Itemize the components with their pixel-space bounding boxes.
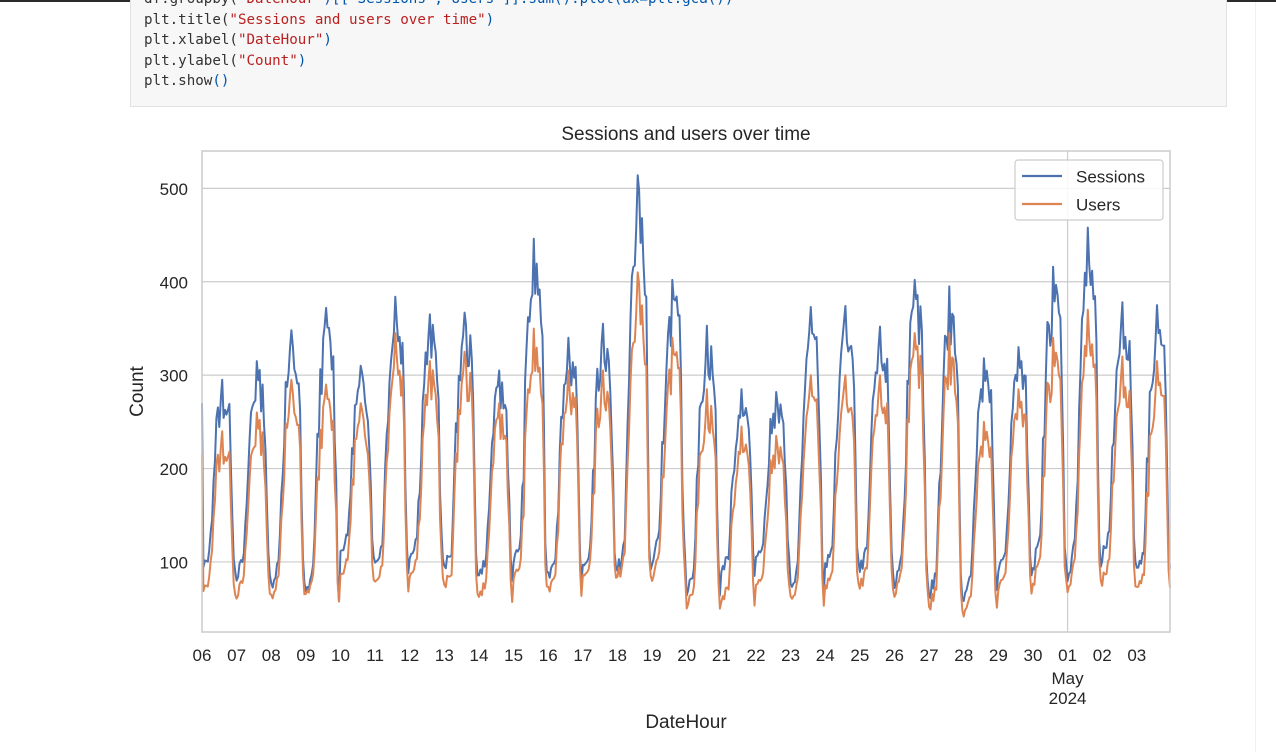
legend-label: Users <box>1076 196 1120 215</box>
x-tick-label: 24 <box>816 646 835 665</box>
x-tick-label: 25 <box>850 646 869 665</box>
code-token: () <box>212 73 230 89</box>
code-token: df.groupby( <box>144 0 238 7</box>
x-tick-label: 22 <box>747 646 766 665</box>
legend-label: Sessions <box>1076 168 1145 187</box>
code-token: )[["Sessions","Users"]].sum().plot(ax=pl… <box>323 0 733 7</box>
code-line: plt.show() <box>144 71 733 92</box>
y-axis-label: Count <box>127 365 148 416</box>
code-line: plt.xlabel("DateHour") <box>144 30 733 51</box>
y-tick-label: 100 <box>160 553 188 572</box>
chart-title: Sessions and users over time <box>561 124 810 145</box>
x-tick-label: 13 <box>435 646 454 665</box>
x-tick-label: 08 <box>262 646 281 665</box>
x-tick-label: 23 <box>781 646 800 665</box>
code-token: plt.show <box>144 73 213 89</box>
x-tick-label: 26 <box>885 646 904 665</box>
x-tick-label: 17 <box>573 646 592 665</box>
x-tick-label: 09 <box>296 646 315 665</box>
plot-frame <box>201 150 1171 633</box>
x-tick-label: 11 <box>366 646 384 665</box>
x-tick-label: 19 <box>643 646 662 665</box>
scrollbar-track[interactable] <box>1255 2 1276 752</box>
x-tick-label: 14 <box>470 646 489 665</box>
code-text: df.groupby("DateHour")[["Sessions","User… <box>144 0 733 92</box>
x-axis-label: DateHour <box>645 712 727 733</box>
y-tick-label: 400 <box>160 273 188 292</box>
x-tick-label: 20 <box>677 646 696 665</box>
x-tick-label: 07 <box>227 646 246 665</box>
code-token: ) <box>485 11 495 28</box>
code-string: "Sessions and users over time" <box>229 11 486 28</box>
x-tick-label: 18 <box>608 646 627 665</box>
code-string: "Count" <box>237 52 298 69</box>
code-token: ) <box>297 52 307 69</box>
x-tick-label: 29 <box>989 646 1008 665</box>
code-string: "DateHour" <box>238 0 323 7</box>
x-tick-label: 12 <box>400 646 419 665</box>
code-cell[interactable]: df.groupby("DateHour")[["Sessions","User… <box>130 0 1227 107</box>
code-string: "DateHour" <box>237 32 324 48</box>
x-tick-label: 30 <box>1023 646 1042 665</box>
x-tick-label: 06 <box>193 646 212 665</box>
y-tick-label: 500 <box>160 180 188 199</box>
series-line-users <box>201 271 1171 618</box>
x-tick-label: 15 <box>504 646 523 665</box>
x-tick-label: 28 <box>954 646 973 665</box>
code-token: plt.ylabel( <box>144 52 238 69</box>
x-tick-label: 03 <box>1127 646 1146 665</box>
code-line: plt.title("Sessions and users over time"… <box>144 10 733 31</box>
x-tick-label: 16 <box>539 646 558 665</box>
code-line: plt.ylabel("Count") <box>144 51 733 72</box>
code-token: plt.title( <box>144 11 230 28</box>
x-tick-label: 10 <box>331 646 350 665</box>
x-tick-label: 02 <box>1093 646 1112 665</box>
x-tick-sublabel: May <box>1052 669 1085 688</box>
x-tick-label: 01 <box>1058 646 1077 665</box>
x-tick-label: 21 <box>712 646 731 665</box>
series-line-sessions <box>201 174 1171 603</box>
code-token: plt.xlabel( <box>144 32 238 48</box>
y-tick-label: 200 <box>160 460 188 479</box>
code-token: ) <box>323 32 332 48</box>
x-tick-label: 27 <box>920 646 939 665</box>
y-tick-label: 300 <box>160 367 188 386</box>
x-tick-sublabel: 2024 <box>1049 689 1087 708</box>
code-line: df.groupby("DateHour")[["Sessions","User… <box>144 0 733 10</box>
